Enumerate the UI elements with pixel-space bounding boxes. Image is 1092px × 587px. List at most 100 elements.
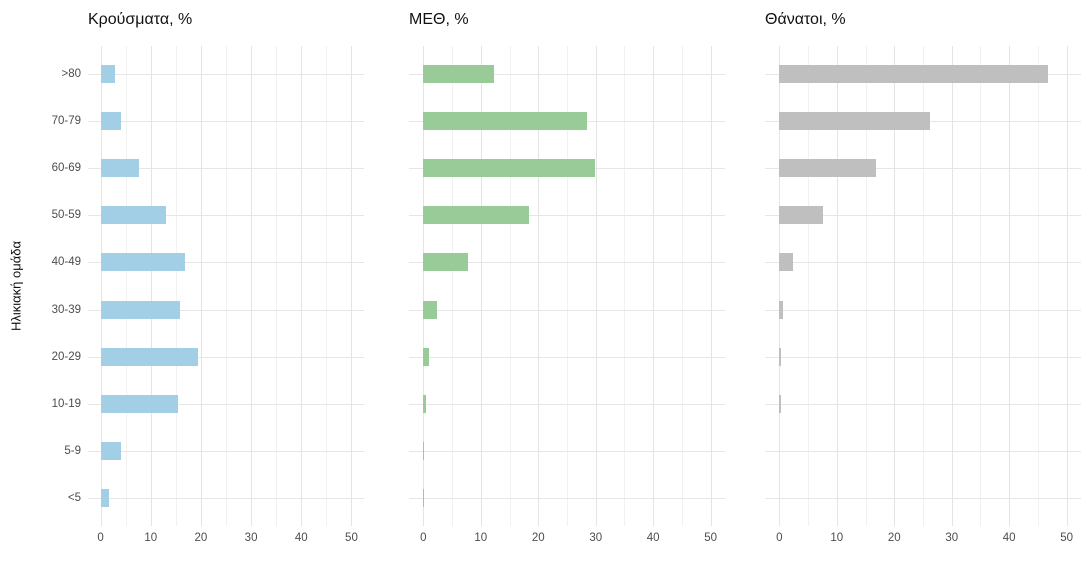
bar (423, 488, 424, 507)
major-gridline (480, 46, 482, 526)
minor-gridline (226, 46, 227, 526)
x-tick-label: 30 (244, 532, 258, 544)
y-tick-label: 60-69 (51, 162, 81, 175)
major-gridline (710, 46, 712, 526)
category-gridline (409, 403, 725, 405)
x-tick-label: 0 (776, 532, 783, 544)
category-gridline (88, 215, 364, 217)
major-gridline (595, 46, 597, 526)
panel-deaths: Θάνατοι, % 0 10 20 30 40 50 (728, 0, 1092, 587)
minor-gridline (509, 46, 511, 526)
plot-area-icu (409, 46, 725, 526)
x-axis-deaths: 0 10 20 30 40 50 (765, 526, 1081, 558)
minor-gridline (980, 46, 982, 526)
major-gridline (100, 46, 102, 526)
bar (100, 300, 180, 319)
major-gridline (538, 46, 540, 526)
minor-gridline (175, 46, 177, 526)
x-tick-label: 50 (345, 532, 358, 544)
category-gridline (88, 450, 364, 452)
y-tick-label: 10-19 (51, 397, 81, 410)
bar (423, 347, 429, 366)
category-gridline (409, 309, 725, 311)
x-tick-label: 10 (474, 532, 488, 544)
y-tick-label: 40-49 (51, 256, 81, 269)
category-gridline (765, 215, 1081, 217)
plot-area-deaths (765, 46, 1081, 526)
major-gridline (894, 46, 896, 526)
minor-gridline (125, 46, 127, 526)
major-gridline (423, 46, 425, 526)
major-gridline (150, 46, 152, 526)
minor-gridline (624, 46, 626, 526)
x-tick-label: 50 (1060, 532, 1074, 544)
category-gridline (409, 262, 725, 264)
category-gridline (88, 74, 364, 76)
panel-icu-title: ΜΕΘ, % (409, 11, 469, 28)
major-gridline (951, 46, 953, 526)
panel-icu-content (364, 46, 728, 526)
bar (423, 206, 529, 225)
bar (779, 112, 931, 131)
bar (100, 253, 186, 272)
bar (423, 253, 468, 272)
major-gridline (1066, 46, 1068, 526)
minor-gridline (567, 46, 568, 526)
bar (100, 65, 116, 84)
y-tick-label: <5 (67, 491, 81, 504)
bar (100, 347, 199, 366)
panel-deaths-title: Θάνατοι, % (765, 11, 846, 28)
bar (779, 300, 784, 319)
bar (100, 206, 167, 225)
x-tick-label: 10 (144, 532, 158, 544)
bar (100, 159, 139, 178)
minor-gridline (326, 46, 328, 526)
major-gridline (836, 46, 838, 526)
category-gridline (765, 309, 1081, 311)
bar (423, 65, 495, 84)
panel-icu: ΜΕΘ, % 0 10 20 30 40 50 (364, 0, 728, 587)
x-tick-label: 30 (945, 532, 959, 544)
y-tick-label: 30-39 (51, 303, 81, 316)
x-tick-label: 0 (420, 532, 427, 544)
major-gridline (200, 46, 202, 526)
category-gridline (88, 168, 364, 170)
category-gridline (409, 497, 725, 499)
category-gridline (765, 356, 1081, 358)
bar (100, 441, 122, 460)
category-gridline (88, 309, 364, 311)
category-gridline (409, 356, 725, 358)
panel-deaths-left-margin (728, 46, 765, 526)
bar (779, 394, 781, 413)
category-gridline (88, 403, 364, 405)
x-tick-label: 40 (1002, 532, 1016, 544)
x-axis-icu: 0 10 20 30 40 50 (409, 526, 725, 558)
bar (100, 112, 122, 131)
x-tick-label: 20 (194, 532, 208, 544)
x-tick-label: 40 (294, 532, 308, 544)
bar (779, 347, 781, 366)
major-gridline (251, 46, 253, 526)
x-tick-label: 20 (887, 532, 901, 544)
category-gridline (765, 262, 1081, 264)
category-gridline (88, 121, 364, 123)
bar (423, 159, 595, 178)
bar (423, 300, 438, 319)
minor-gridline (808, 46, 810, 526)
y-tick-label: 20-29 (51, 350, 81, 363)
bar (779, 159, 876, 178)
panel-cases-content: Ηλικιακή ομάδα >80 70-79 60-69 50-59 40-49 30… (0, 46, 364, 526)
x-tick-label: 30 (589, 532, 603, 544)
bar (423, 394, 426, 413)
category-gridline (88, 356, 364, 358)
x-tick-label: 10 (830, 532, 844, 544)
panel-cases-title-row: Κρούσματα, % (0, 0, 364, 46)
minor-gridline (865, 46, 867, 526)
major-gridline (301, 46, 303, 526)
category-gridline (88, 497, 364, 499)
panel-deaths-content (728, 46, 1092, 526)
minor-gridline (923, 46, 924, 526)
plot-area-cases (88, 46, 364, 526)
bar (779, 253, 794, 272)
